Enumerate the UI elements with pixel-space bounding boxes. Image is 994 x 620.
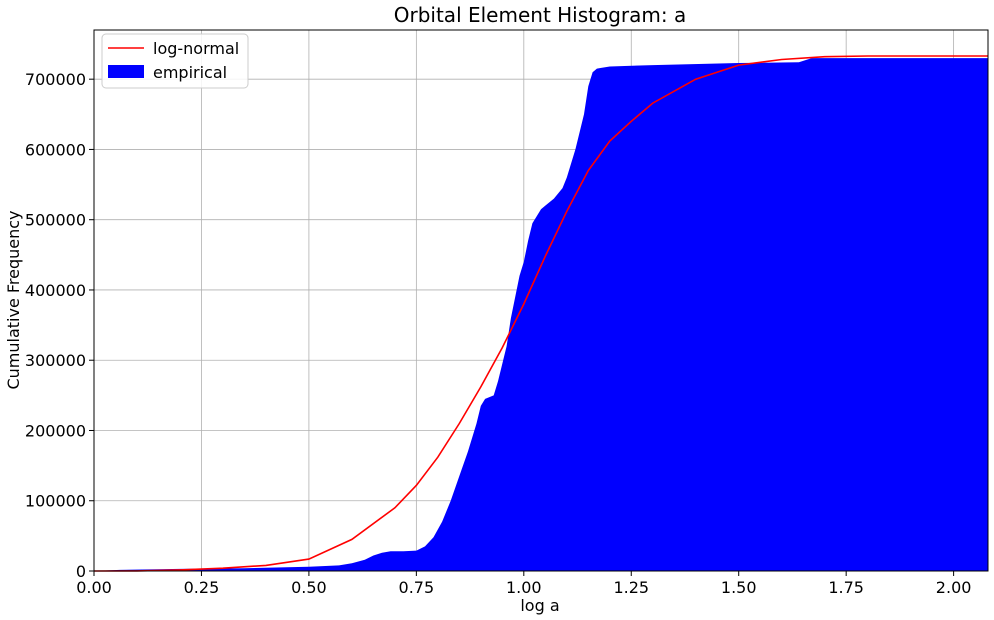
log-normal-line bbox=[93, 55, 988, 572]
plot-frame bbox=[93, 29, 989, 572]
x-tick-label: 0.25 bbox=[184, 578, 220, 597]
x-tick-label: 2.00 bbox=[936, 578, 972, 597]
y-tick-label: 500000 bbox=[25, 211, 86, 230]
legend-label-empirical: empirical bbox=[153, 63, 227, 82]
y-tick-label: 100000 bbox=[25, 492, 86, 511]
legend: log-normal empirical bbox=[101, 33, 249, 89]
x-tick-label: 1.25 bbox=[613, 578, 649, 597]
x-tick-label: 0.50 bbox=[291, 578, 327, 597]
y-tick-label: 0 bbox=[76, 562, 86, 581]
empirical-area bbox=[94, 58, 988, 572]
lognormal-line-layer bbox=[93, 55, 988, 572]
y-tick-label: 400000 bbox=[25, 281, 86, 300]
legend-swatch-empirical bbox=[108, 65, 144, 78]
empirical-area-layer bbox=[94, 58, 988, 572]
x-axis-label: log a bbox=[520, 596, 559, 615]
x-tick-label: 0.75 bbox=[399, 578, 435, 597]
chart-title: Orbital Element Histogram: a bbox=[394, 3, 687, 27]
y-tick-label: 300000 bbox=[25, 351, 86, 370]
x-axis-ticks: 0.00 0.25 0.50 0.75 1.00 1.25 1.50 1.75 2.00 bbox=[76, 571, 971, 597]
y-axis-ticks: 0 100000 200000 300000 400000 500000 600000 700… bbox=[25, 70, 94, 581]
x-tick-label: 1.00 bbox=[506, 578, 542, 597]
x-tick-label: 1.50 bbox=[721, 578, 757, 597]
y-axis-label: Cumulative Frequency bbox=[4, 210, 23, 389]
y-tick-label: 600000 bbox=[25, 140, 86, 159]
y-tick-label: 700000 bbox=[25, 70, 86, 89]
legend-label-log-normal: log-normal bbox=[153, 39, 239, 58]
x-tick-label: 0.00 bbox=[76, 578, 112, 597]
x-tick-label: 1.75 bbox=[828, 578, 864, 597]
y-tick-label: 200000 bbox=[25, 421, 86, 440]
